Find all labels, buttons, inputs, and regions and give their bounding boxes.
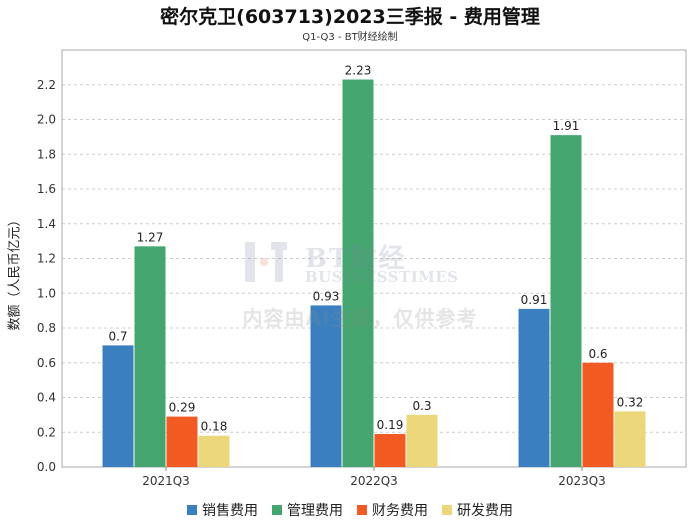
bar xyxy=(102,345,134,467)
bar xyxy=(166,416,198,467)
legend-label: 研发费用 xyxy=(457,503,513,519)
y-tick-label: 0.4 xyxy=(37,391,56,405)
y-tick-label: 2.2 xyxy=(37,78,56,92)
legend-item: 财务费用 xyxy=(357,500,428,520)
label-layer: 0.7 1.27 0.29 0.18 0.93 2.23 0.19 0.3 0.91 1.91 0.… xyxy=(108,64,643,434)
x-tick-label: 2023Q3 xyxy=(558,474,606,488)
data-label: 0.91 xyxy=(521,293,548,307)
axis-layer: 0.0 0.2 0.4 0.6 0.8 1.0 1.2 1.4 1.6 1.8 2.0 2.2 2021… xyxy=(37,49,687,488)
bar xyxy=(374,433,406,467)
legend-swatch xyxy=(442,505,452,515)
grid-layer xyxy=(62,84,686,433)
bar xyxy=(198,435,230,467)
y-tick-label: 1.8 xyxy=(37,147,56,161)
data-label: 1.27 xyxy=(137,230,164,244)
y-tick-label: 0.2 xyxy=(37,425,56,439)
y-tick-label: 1.0 xyxy=(37,286,56,300)
bar xyxy=(342,79,374,467)
chart-subtitle: Q1-Q3 - BT财经绘制 xyxy=(302,32,398,43)
data-label: 0.32 xyxy=(617,395,644,409)
data-label: 0.19 xyxy=(377,418,404,432)
legend-label: 管理费用 xyxy=(287,503,343,519)
y-tick-label: 0.0 xyxy=(37,460,56,474)
bar xyxy=(518,308,550,467)
y-tick-label: 2.0 xyxy=(37,113,56,127)
y-tick-label: 1.4 xyxy=(37,217,56,231)
data-label: 0.93 xyxy=(313,289,340,303)
bar xyxy=(550,135,582,467)
data-label: 1.91 xyxy=(553,119,580,133)
y-tick-label: 1.6 xyxy=(37,182,56,196)
bar xyxy=(406,414,438,467)
bar xyxy=(582,362,614,467)
data-label: 0.3 xyxy=(412,399,431,413)
data-label: 0.6 xyxy=(588,347,607,361)
legend-item: 管理费用 xyxy=(272,500,343,520)
y-tick-label: 0.8 xyxy=(37,321,56,335)
chart-legend: 销售费用 管理费用 财务费用 研发费用 xyxy=(0,500,700,520)
legend-label: 销售费用 xyxy=(202,503,258,519)
bar xyxy=(310,305,342,467)
bar xyxy=(134,246,166,467)
data-label: 0.7 xyxy=(108,329,127,343)
x-tick-label: 2022Q3 xyxy=(350,474,398,488)
bar-layer xyxy=(102,79,646,467)
y-tick-label: 1.2 xyxy=(37,252,56,266)
legend-item: 研发费用 xyxy=(442,500,513,520)
legend-swatch xyxy=(187,505,197,515)
bar xyxy=(614,411,646,467)
legend-label: 财务费用 xyxy=(372,503,428,519)
legend-swatch xyxy=(357,505,367,515)
legend-item: 销售费用 xyxy=(187,500,258,520)
data-label: 0.29 xyxy=(169,401,196,415)
x-tick-label: 2021Q3 xyxy=(142,474,190,488)
legend-swatch xyxy=(272,505,282,515)
data-label: 0.18 xyxy=(201,420,228,434)
y-tick-label: 0.6 xyxy=(37,356,56,370)
data-label: 2.23 xyxy=(345,64,372,78)
chart-title: 密尔克卫(603713)2023三季报 - 费用管理 xyxy=(160,6,540,28)
